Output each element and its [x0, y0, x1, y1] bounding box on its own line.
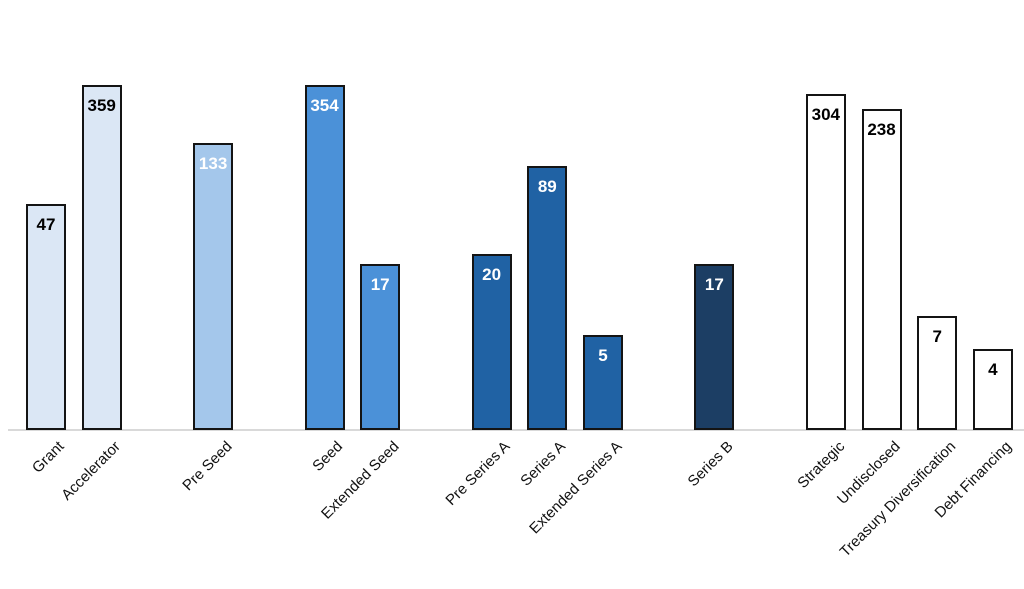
bar-treasury-diversification: 7 [917, 316, 958, 430]
bar-value-label: 133 [198, 154, 228, 173]
bar-value-label: 47 [36, 215, 56, 234]
bar-pre-series-a: 20 [471, 254, 512, 430]
bar-grant: 47 [26, 204, 66, 430]
bar-value-label: 4 [988, 360, 998, 379]
x-tick-label-accelerator: Accelerator [58, 438, 124, 504]
bar-value-label: 304 [811, 105, 840, 124]
x-tick-label-strategic: Strategic [793, 438, 848, 492]
x-axis-line [8, 429, 1024, 431]
bar-extended-series-a: 5 [583, 335, 623, 430]
x-tick-label-series-b: Series B [684, 438, 737, 491]
bar-debt-financing: 4 [972, 349, 1013, 430]
bar-value-label: 17 [704, 275, 724, 294]
bar-value-label: 359 [87, 96, 116, 115]
bar-extended-seed: 17 [360, 264, 401, 430]
bar-value-label: 89 [537, 177, 557, 196]
bar-strategic: 304 [805, 94, 846, 430]
bar-value-label: 354 [310, 96, 339, 115]
bar-undisclosed: 238 [861, 109, 902, 430]
bar-accelerator: 359 [81, 85, 122, 430]
bar-value-label: 17 [370, 275, 390, 294]
x-tick-label-pre-seed: Pre Seed [178, 438, 236, 495]
x-tick-label-grant: Grant [29, 438, 69, 477]
x-tick-label-seed: Seed [309, 438, 347, 475]
bar-series-b: 17 [694, 264, 735, 430]
bar-series-a: 89 [527, 166, 568, 430]
bar-seed: 354 [304, 85, 345, 430]
bar-value-label: 7 [932, 327, 942, 346]
x-tick-label-series-a: Series A [517, 438, 570, 490]
bar-value-label: 20 [482, 265, 502, 284]
bar-pre-seed: 133 [193, 143, 234, 430]
bar-value-label: 5 [598, 346, 608, 365]
bar-value-label: 238 [867, 120, 896, 139]
x-tick-label-pre-series-a: Pre Series A [442, 438, 514, 509]
